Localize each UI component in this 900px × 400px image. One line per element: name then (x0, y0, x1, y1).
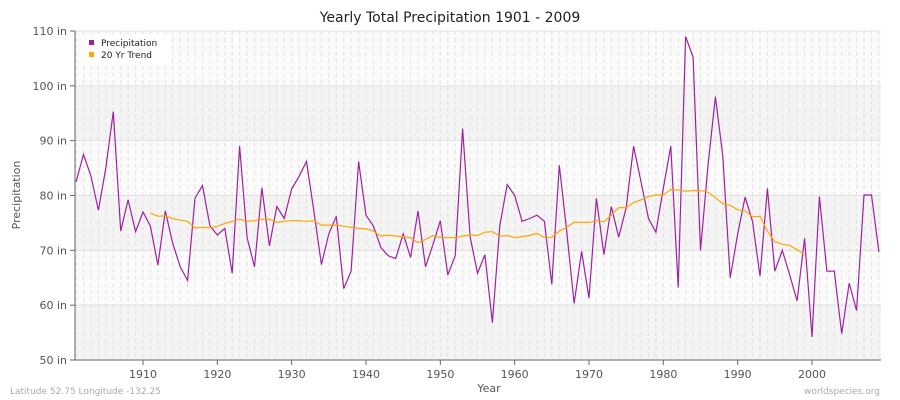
x-tick-label: 1960 (501, 368, 529, 381)
x-tick-label: 1990 (724, 368, 752, 381)
footer-source: worldspecies.org (804, 387, 880, 397)
legend: Precipitation 20 Yr Trend (82, 34, 170, 64)
legend-label-precipitation: Precipitation (101, 39, 157, 49)
y-tick-label: 100 in (32, 80, 67, 93)
x-tick-label: 1980 (649, 368, 677, 381)
y-tick-label: 50 in (39, 354, 67, 367)
legend-swatch-precipitation (89, 40, 94, 45)
y-tick-label: 80 in (39, 190, 67, 203)
y-axis-label: Precipitation (10, 161, 23, 230)
x-tick-label: 1970 (575, 368, 603, 381)
x-tick-label: 1920 (203, 368, 231, 381)
legend-box (82, 34, 170, 64)
chart-title: Yearly Total Precipitation 1901 - 2009 (319, 10, 581, 26)
y-tick-label: 70 in (39, 244, 67, 257)
y-tick-label: 110 in (32, 25, 67, 38)
trend-line (150, 188, 805, 256)
x-axis-label: Year (476, 382, 501, 395)
x-tick-label: 1950 (426, 368, 454, 381)
legend-swatch-trend (89, 52, 94, 57)
x-tick-label: 1930 (278, 368, 306, 381)
precipitation-line (75, 36, 880, 338)
x-tick-label: 1910 (129, 368, 157, 381)
legend-label-trend: 20 Yr Trend (101, 51, 152, 61)
x-tick-label: 1940 (352, 368, 380, 381)
y-tick-label: 60 in (39, 299, 67, 312)
y-tick-label: 90 in (39, 135, 67, 148)
footer-location: Latitude 52.75 Longitude -132.25 (10, 387, 161, 397)
x-tick-label: 2000 (798, 368, 826, 381)
